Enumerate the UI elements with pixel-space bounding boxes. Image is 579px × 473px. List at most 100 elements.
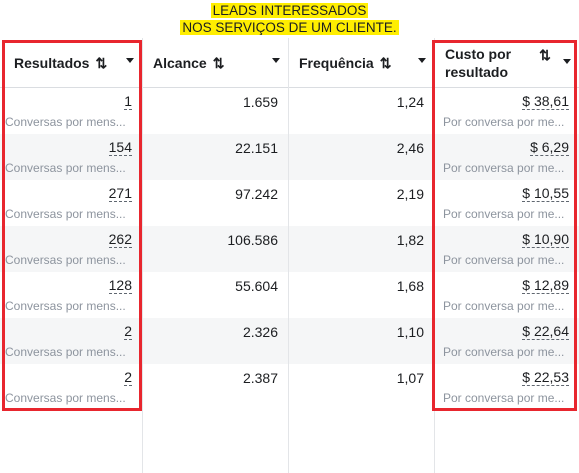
cell-custo: $ 22,64 Por conversa por me... [435,318,579,364]
cell-custo: $ 38,61 Por conversa por me... [435,88,579,134]
column-label-custo-line1: Custo por [445,46,512,62]
custo-value[interactable]: $ 6,29 [530,139,569,156]
cell-resultados: 2 Conversas por mens... [0,364,142,410]
cell-alcance: 106.586 [143,226,288,272]
custo-subtext: Por conversa por me... [443,253,565,267]
column-label-frequencia: Frequência [299,55,374,71]
column-header-custo-por-resultado[interactable]: Custo por resultado ⇅ [445,38,579,88]
column-label-custo-line2: resultado [445,64,509,80]
alcance-value: 2.326 [242,324,278,340]
cell-resultados: 154 Conversas por mens... [0,134,142,180]
cell-frequencia: 2,46 [289,134,434,180]
resultados-value[interactable]: 262 [108,231,132,248]
cell-resultados: 1 Conversas por mens... [0,88,142,134]
frequencia-value: 1,07 [396,370,424,386]
alcance-value: 2.387 [242,370,278,386]
cell-alcance: 55.604 [143,272,288,318]
frequencia-value: 1,82 [396,232,424,248]
resultados-value[interactable]: 128 [108,277,132,294]
resultados-subtext: Conversas por mens... [5,345,126,359]
custo-value[interactable]: $ 22,64 [522,323,569,340]
column-header-resultados[interactable]: Resultados ⇅ [14,38,142,88]
cell-alcance: 2.387 [143,364,288,410]
resultados-value[interactable]: 2 [124,323,132,340]
alcance-value: 55.604 [235,278,278,294]
custo-subtext: Por conversa por me... [443,207,565,221]
cell-resultados: 271 Conversas por mens... [0,180,142,226]
column-divider [142,38,143,473]
cell-frequencia: 1,68 [289,272,434,318]
sort-icon[interactable]: ⇅ [212,54,225,71]
chevron-down-icon[interactable] [126,58,134,63]
column-divider [288,38,289,473]
cell-frequencia: 2,19 [289,180,434,226]
resultados-value[interactable]: 2 [124,369,132,386]
column-divider [434,38,435,473]
frequencia-value: 1,68 [396,278,424,294]
table-row[interactable]: 2 Conversas por mens... 2.387 1,07 $ 22,… [0,364,579,410]
resultados-value[interactable]: 1 [124,93,132,110]
cell-frequencia: 1,24 [289,88,434,134]
column-label-alcance: Alcance [153,55,207,71]
cell-frequencia: 1,10 [289,318,434,364]
cell-custo: $ 12,89 Por conversa por me... [435,272,579,318]
cell-custo: $ 22,53 Por conversa por me... [435,364,579,410]
custo-subtext: Por conversa por me... [443,391,565,405]
frequencia-value: 2,46 [396,140,424,156]
cell-alcance: 2.326 [143,318,288,364]
alcance-value: 97.242 [235,186,278,202]
table-row[interactable]: 2 Conversas por mens... 2.326 1,10 $ 22,… [0,318,579,364]
chevron-down-icon[interactable] [563,59,571,64]
resultados-value[interactable]: 154 [108,139,132,156]
column-label-resultados: Resultados [14,55,90,71]
frequencia-value: 1,10 [396,324,424,340]
custo-value[interactable]: $ 12,89 [522,277,569,294]
column-label-custo-por-resultado: Custo por resultado [445,45,511,81]
custo-subtext: Por conversa por me... [443,299,565,313]
table-row[interactable]: 262 Conversas por mens... 106.586 1,82 $… [0,226,579,272]
cell-frequencia: 1,07 [289,364,434,410]
table-row[interactable]: 271 Conversas por mens... 97.242 2,19 $ … [0,180,579,226]
alcance-value: 22.151 [235,140,278,156]
cell-resultados: 262 Conversas por mens... [0,226,142,272]
cell-custo: $ 10,90 Por conversa por me... [435,226,579,272]
cell-alcance: 1.659 [143,88,288,134]
banner-line-2: NOS SERVIÇOS DE UM CLIENTE. [180,20,399,35]
custo-value[interactable]: $ 10,55 [522,185,569,202]
column-header-frequencia[interactable]: Frequência ⇅ [299,38,434,88]
cell-alcance: 22.151 [143,134,288,180]
custo-value[interactable]: $ 38,61 [522,93,569,110]
frequencia-value: 2,19 [396,186,424,202]
resultados-subtext: Conversas por mens... [5,115,126,129]
resultados-subtext: Conversas por mens... [5,207,126,221]
resultados-subtext: Conversas por mens... [5,161,126,175]
sort-icon[interactable]: ⇅ [539,46,551,63]
resultados-value[interactable]: 271 [108,185,132,202]
custo-value[interactable]: $ 10,90 [522,231,569,248]
table-row[interactable]: 154 Conversas por mens... 22.151 2,46 $ … [0,134,579,180]
frequencia-value: 1,24 [396,94,424,110]
resultados-subtext: Conversas por mens... [5,253,126,267]
table-row[interactable]: 1 Conversas por mens... 1.659 1,24 $ 38,… [0,88,579,134]
cell-custo: $ 10,55 Por conversa por me... [435,180,579,226]
custo-subtext: Por conversa por me... [443,345,565,359]
column-header-alcance[interactable]: Alcance ⇅ [153,38,288,88]
custo-value[interactable]: $ 22,53 [522,369,569,386]
cell-resultados: 128 Conversas por mens... [0,272,142,318]
chevron-down-icon[interactable] [418,58,426,63]
cell-alcance: 97.242 [143,180,288,226]
results-table: Resultados ⇅ Alcance ⇅ Frequência ⇅ Cust… [0,38,579,473]
custo-subtext: Por conversa por me... [443,161,565,175]
custo-subtext: Por conversa por me... [443,115,565,129]
annotation-banner: LEADS INTERESSADOS NOS SERVIÇOS DE UM CL… [0,0,579,38]
sort-icon[interactable]: ⇅ [379,54,392,71]
banner-line-1: LEADS INTERESSADOS [210,3,369,18]
alcance-value: 1.659 [242,94,278,110]
table-row[interactable]: 128 Conversas por mens... 55.604 1,68 $ … [0,272,579,318]
alcance-value: 106.586 [227,232,278,248]
cell-resultados: 2 Conversas por mens... [0,318,142,364]
chevron-down-icon[interactable] [272,58,280,63]
table-header: Resultados ⇅ Alcance ⇅ Frequência ⇅ Cust… [0,38,579,88]
sort-icon[interactable]: ⇅ [95,54,107,71]
resultados-subtext: Conversas por mens... [5,391,126,405]
